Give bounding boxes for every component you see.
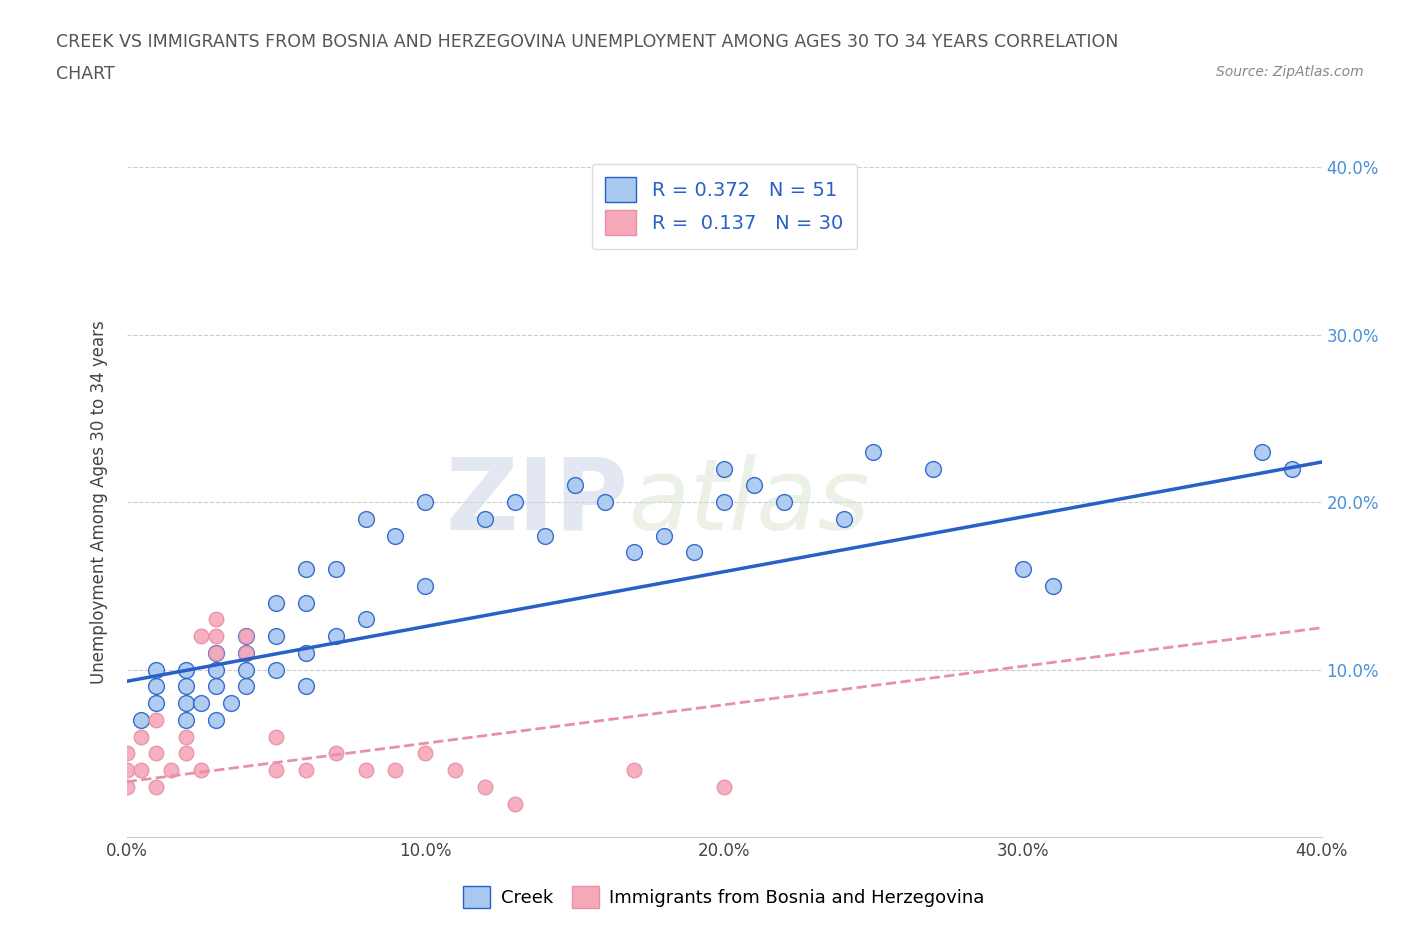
Point — [294, 679, 316, 694]
Point — [325, 629, 347, 644]
Point — [773, 495, 796, 510]
Point — [145, 679, 167, 694]
Point — [174, 729, 197, 744]
Point — [384, 528, 406, 543]
Point — [205, 679, 228, 694]
Point — [205, 645, 228, 660]
Point — [1042, 578, 1064, 593]
Point — [325, 562, 347, 577]
Point — [593, 495, 616, 510]
Point — [354, 512, 377, 526]
Point — [354, 612, 377, 627]
Point — [115, 779, 138, 794]
Text: CHART: CHART — [56, 65, 115, 83]
Point — [1281, 461, 1303, 476]
Point — [160, 763, 183, 777]
Point — [294, 562, 316, 577]
Point — [205, 629, 228, 644]
Point — [205, 712, 228, 727]
Text: ZIP: ZIP — [446, 454, 628, 551]
Point — [264, 729, 287, 744]
Point — [713, 779, 735, 794]
Point — [145, 712, 167, 727]
Point — [131, 763, 153, 777]
Point — [474, 779, 496, 794]
Point — [145, 779, 167, 794]
Point — [294, 595, 316, 610]
Point — [384, 763, 406, 777]
Point — [174, 679, 197, 694]
Point — [415, 746, 437, 761]
Point — [219, 696, 242, 711]
Point — [264, 662, 287, 677]
Point — [1011, 562, 1033, 577]
Point — [174, 662, 197, 677]
Point — [115, 746, 138, 761]
Point — [652, 528, 675, 543]
Point — [534, 528, 557, 543]
Point — [564, 478, 586, 493]
Point — [922, 461, 945, 476]
Point — [174, 696, 197, 711]
Point — [264, 763, 287, 777]
Point — [474, 512, 496, 526]
Point — [145, 662, 167, 677]
Point — [235, 679, 257, 694]
Point — [190, 696, 212, 711]
Point — [115, 763, 138, 777]
Point — [713, 461, 735, 476]
Point — [205, 662, 228, 677]
Point — [174, 746, 197, 761]
Point — [294, 645, 316, 660]
Point — [683, 545, 706, 560]
Point — [131, 729, 153, 744]
Point — [503, 796, 526, 811]
Point — [235, 645, 257, 660]
Point — [205, 645, 228, 660]
Point — [862, 445, 884, 459]
Point — [742, 478, 765, 493]
Point — [354, 763, 377, 777]
Point — [444, 763, 467, 777]
Point — [1251, 445, 1274, 459]
Point — [190, 763, 212, 777]
Point — [145, 746, 167, 761]
Point — [503, 495, 526, 510]
Point — [235, 629, 257, 644]
Point — [145, 696, 167, 711]
Point — [294, 763, 316, 777]
Point — [832, 512, 855, 526]
Point — [174, 712, 197, 727]
Point — [205, 612, 228, 627]
Point — [623, 763, 645, 777]
Text: Source: ZipAtlas.com: Source: ZipAtlas.com — [1216, 65, 1364, 79]
Point — [235, 645, 257, 660]
Point — [415, 578, 437, 593]
Text: atlas: atlas — [628, 454, 870, 551]
Point — [235, 662, 257, 677]
Point — [131, 712, 153, 727]
Point — [264, 595, 287, 610]
Legend: Creek, Immigrants from Bosnia and Herzegovina: Creek, Immigrants from Bosnia and Herzeg… — [456, 879, 993, 915]
Text: CREEK VS IMMIGRANTS FROM BOSNIA AND HERZEGOVINA UNEMPLOYMENT AMONG AGES 30 TO 34: CREEK VS IMMIGRANTS FROM BOSNIA AND HERZ… — [56, 33, 1119, 50]
Point — [264, 629, 287, 644]
Point — [713, 495, 735, 510]
Point — [190, 629, 212, 644]
Y-axis label: Unemployment Among Ages 30 to 34 years: Unemployment Among Ages 30 to 34 years — [90, 320, 108, 684]
Point — [415, 495, 437, 510]
Point — [325, 746, 347, 761]
Point — [235, 629, 257, 644]
Point — [623, 545, 645, 560]
